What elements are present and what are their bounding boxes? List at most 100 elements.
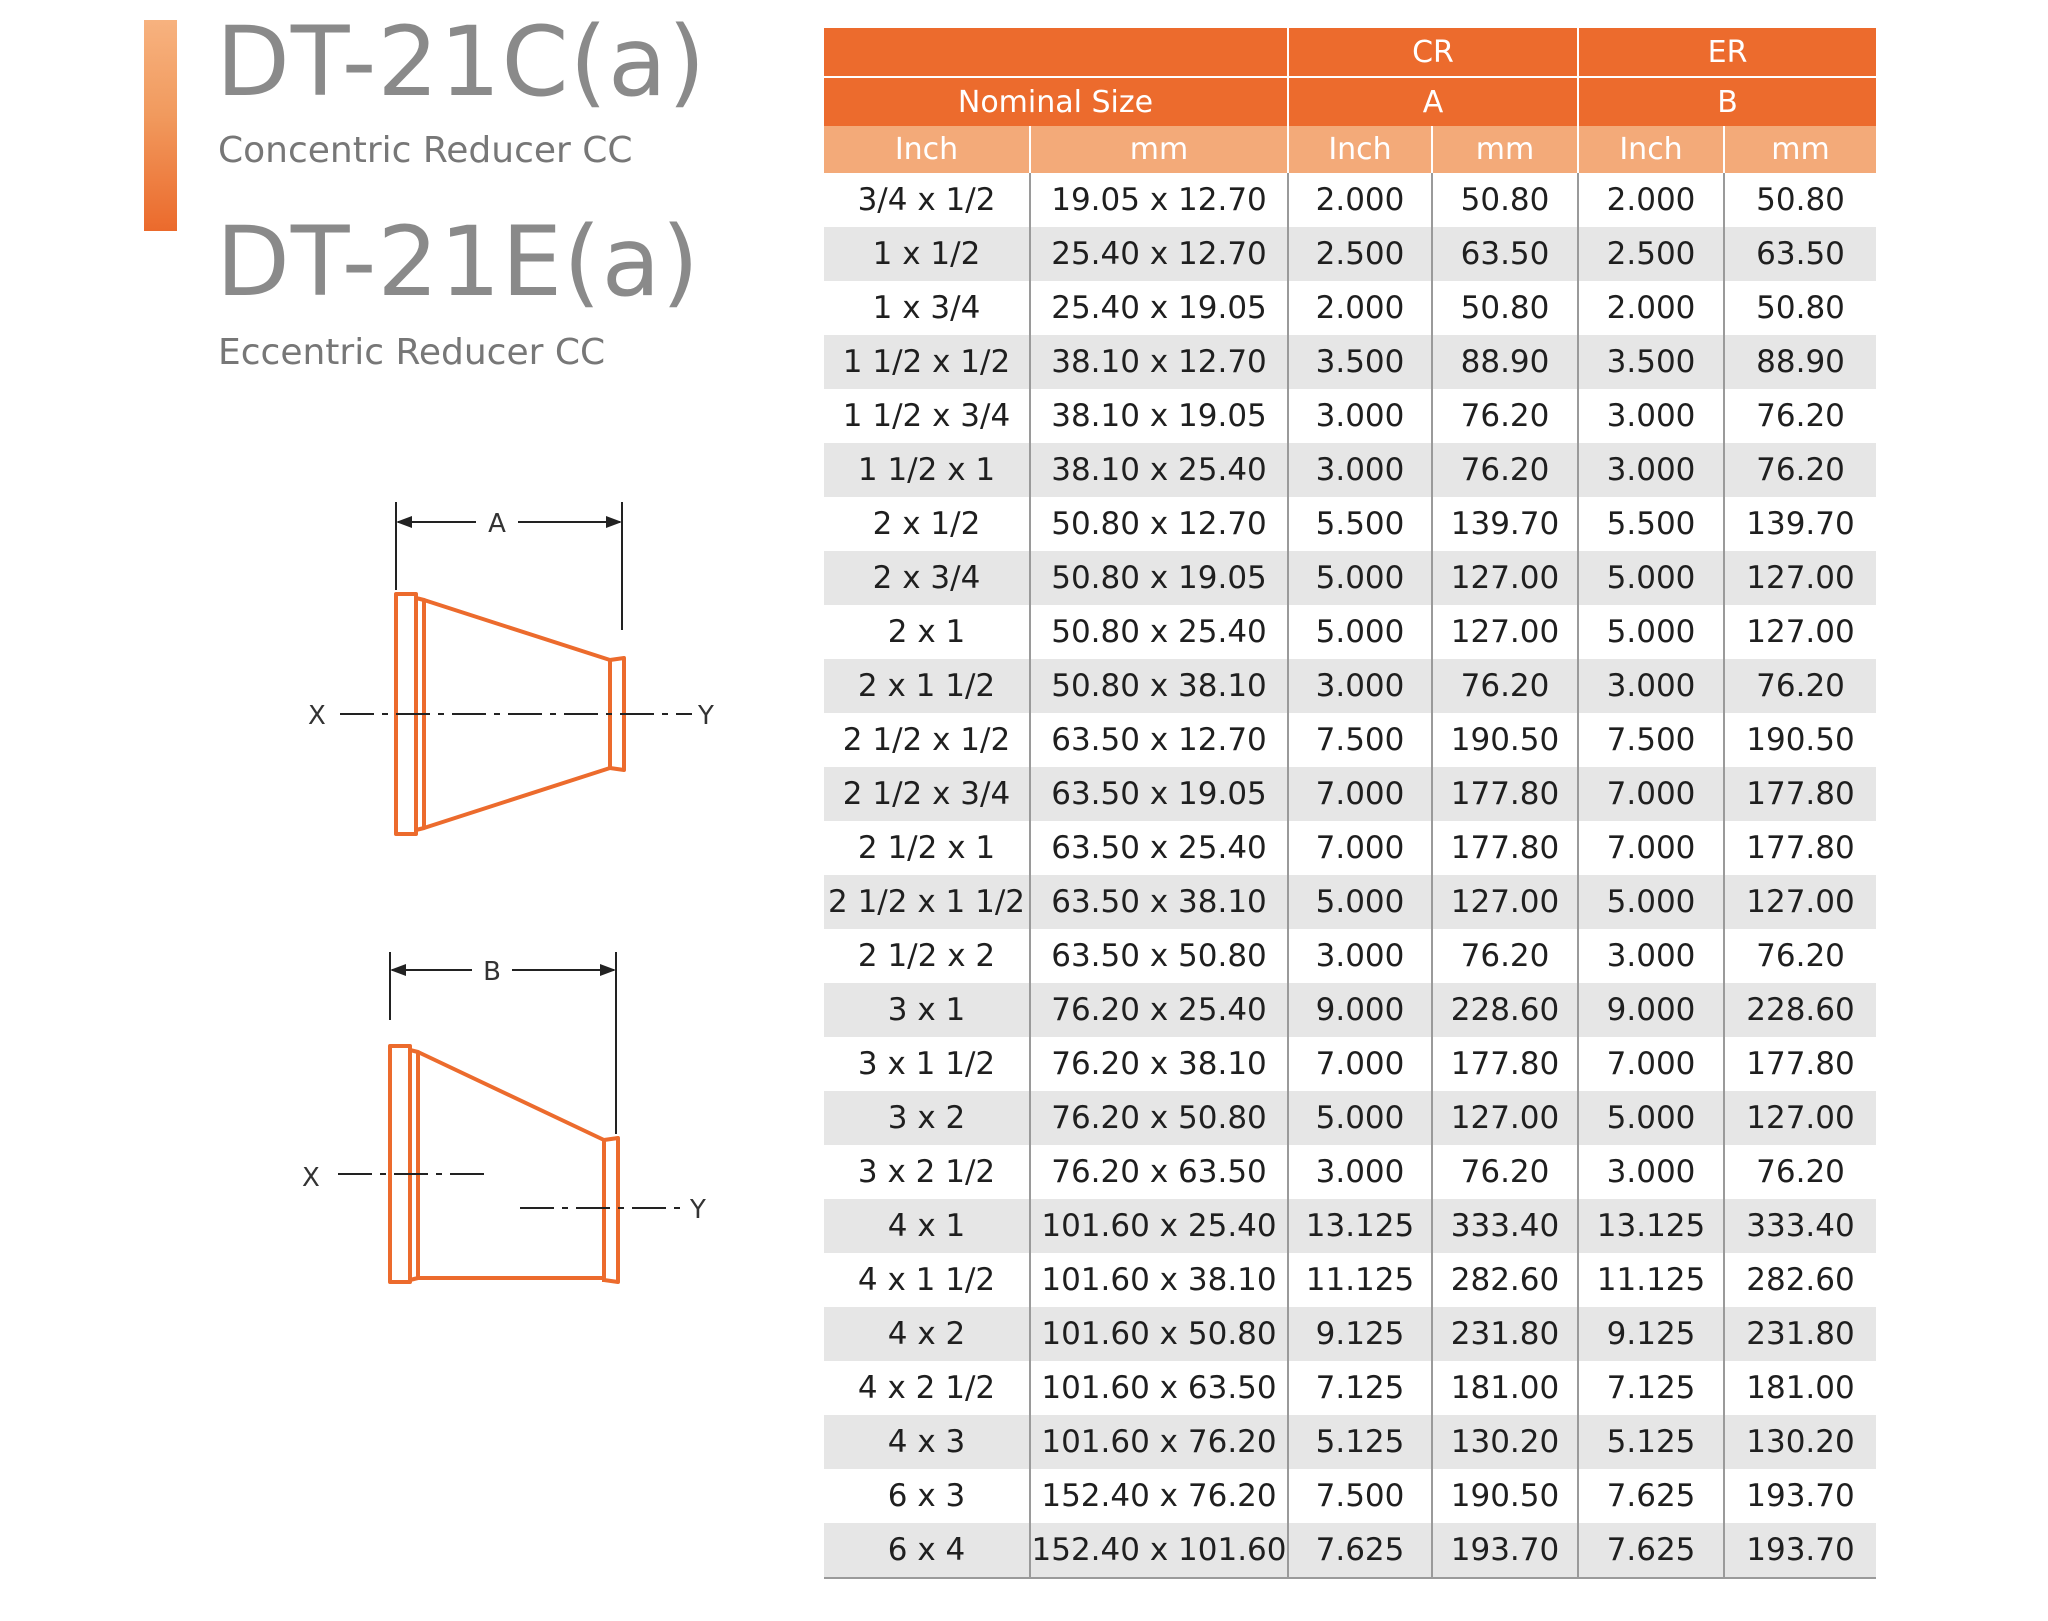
- cell-er-mm: 76.20: [1723, 929, 1877, 983]
- table-row: 4 x 2 101.60 x 50.80 9.125 231.80 9.125 231.8…: [824, 1307, 1877, 1361]
- table-row: 2 x 1 1/2 50.80 x 38.10 3.000 76.20 3.000 76.…: [824, 659, 1877, 713]
- table-row: 1 1/2 x 3/4 38.10 x 19.05 3.000 76.20 3.000 7…: [824, 389, 1877, 443]
- cell-nominal-inch: 2 1/2 x 1/2: [842, 722, 1011, 758]
- cell-cr-mm: 333.40: [1430, 1199, 1579, 1253]
- cell-nominal-mm: 50.80 x 38.10: [1029, 659, 1288, 713]
- eccentric-reducer-drawing: B X Y: [302, 952, 706, 1284]
- cell-cr-mm: 181.00: [1430, 1361, 1579, 1415]
- cell-nominal-mm: 76.20 x 25.40: [1029, 983, 1288, 1037]
- cell-cr-inch: 7.000: [1287, 767, 1432, 821]
- cell-nominal-inch: 3 x 1: [824, 983, 1030, 1037]
- cell-nominal-mm: 63.50 x 19.05: [1029, 767, 1288, 821]
- cell-er-inch: 5.000: [1577, 605, 1725, 659]
- cell-cr-inch: 5.000: [1287, 551, 1432, 605]
- cell-nominal-mm: 38.10 x 19.05: [1029, 389, 1288, 443]
- cell-nominal-mm: 63.50 x 12.70: [1029, 713, 1288, 767]
- cell-cr-inch: 3.000: [1287, 929, 1432, 983]
- header-inch: Inch: [1577, 126, 1725, 173]
- cell-er-inch: 7.125: [1577, 1361, 1725, 1415]
- cell-nominal-mm: 63.50 x 50.80: [1029, 929, 1288, 983]
- cell-er-mm: 127.00: [1723, 875, 1877, 929]
- cell-cr-inch: 13.125: [1287, 1199, 1432, 1253]
- cell-nominal-inch: 4 x 1 1/2: [857, 1262, 996, 1298]
- table-row: 6 x 3 152.40 x 76.20 7.500 190.50 7.625 193.7…: [824, 1469, 1877, 1523]
- cell-er-mm: 231.80: [1723, 1307, 1877, 1361]
- cell-er-mm: 193.70: [1723, 1523, 1877, 1579]
- cell-cr-mm: 228.60: [1430, 983, 1579, 1037]
- cell-cr-inch: 2.000: [1287, 173, 1432, 227]
- cell-er-inch: 3.000: [1577, 389, 1725, 443]
- cell-er-mm: 181.00: [1723, 1361, 1877, 1415]
- cell-er-mm: 50.80: [1723, 281, 1877, 335]
- axis-label-x: X: [308, 701, 326, 731]
- cell-cr-mm: 76.20: [1430, 1145, 1579, 1199]
- header-row-dims: Nominal Size A B: [824, 76, 1877, 126]
- product-code-eccentric: DT-21E(a): [216, 206, 700, 318]
- cell-nominal-inch: 1 1/2 x 1: [824, 443, 1030, 497]
- cell-nominal-mm: 76.20 x 50.80: [1029, 1091, 1288, 1145]
- cell-cr-inch: 7.625: [1287, 1523, 1432, 1579]
- cell-er-inch: 7.625: [1577, 1469, 1725, 1523]
- header-row-groups: CR ER: [824, 28, 1877, 77]
- cell-cr-inch: 7.500: [1287, 1469, 1432, 1523]
- table-row: 3 x 1 1/2 76.20 x 38.10 7.000 177.80 7.000 17…: [824, 1037, 1877, 1091]
- cell-nominal-inch: 2 1/2 x 2: [857, 938, 996, 974]
- cell-nominal-mm: 25.40 x 12.70: [1029, 227, 1288, 281]
- cell-er-mm: 76.20: [1723, 389, 1877, 443]
- table-row: 2 x 1/2 50.80 x 12.70 5.500 139.70 5.500 139.…: [824, 497, 1877, 551]
- cell-nominal-mm: 38.10 x 12.70: [1029, 335, 1288, 389]
- cell-nominal-mm: 101.60 x 76.20: [1029, 1415, 1288, 1469]
- cell-cr-inch: 3.000: [1287, 659, 1432, 713]
- cell-cr-inch: 5.000: [1287, 875, 1432, 929]
- cell-er-inch: 3.000: [1577, 1145, 1725, 1199]
- cell-er-inch: 9.125: [1577, 1307, 1725, 1361]
- cell-cr-inch: 5.000: [1287, 605, 1432, 659]
- axis-label-y: Y: [697, 701, 714, 731]
- cell-nominal-mm: 63.50 x 25.40: [1029, 821, 1288, 875]
- cell-er-inch: 3.500: [1577, 335, 1725, 389]
- cell-nominal-mm: 76.20 x 38.10: [1029, 1037, 1288, 1091]
- cell-er-mm: 76.20: [1723, 443, 1877, 497]
- cell-nominal-mm: 76.20 x 63.50: [1029, 1145, 1288, 1199]
- cell-er-mm: 333.40: [1723, 1199, 1877, 1253]
- table-row: 3 x 2 1/2 76.20 x 63.50 3.000 76.20 3.000 76.…: [824, 1145, 1877, 1199]
- cell-cr-mm: 190.50: [1430, 713, 1579, 767]
- cell-nominal-inch: 2 1/2 x 3/4: [824, 767, 1030, 821]
- cell-nominal-mm: 152.40 x 101.60: [1029, 1523, 1288, 1579]
- table-row: 3 x 1 76.20 x 25.40 9.000 228.60 9.000 228.60: [824, 983, 1877, 1037]
- cell-er-mm: 177.80: [1723, 821, 1877, 875]
- table-row: 2 1/2 x 1 63.50 x 25.40 7.000 177.80 7.000 17…: [824, 821, 1877, 875]
- cell-nominal-inch: 4 x 3: [824, 1415, 1030, 1469]
- cell-cr-mm: 177.80: [1430, 821, 1579, 875]
- cell-nominal-mm: 101.60 x 63.50: [1029, 1361, 1288, 1415]
- cell-nominal-mm: 101.60 x 25.40: [1029, 1199, 1288, 1253]
- cell-er-inch: 7.000: [1577, 767, 1725, 821]
- table-row: 1 x 1/2 25.40 x 12.70 2.500 63.50 2.500 63.50: [824, 227, 1877, 281]
- cell-er-inch: 5.000: [1577, 875, 1725, 929]
- cell-er-mm: 50.80: [1723, 173, 1877, 227]
- cell-nominal-inch: 3 x 2: [824, 1091, 1030, 1145]
- cell-nominal-inch: 2 1/2 x 1 1/2: [824, 875, 1030, 929]
- cell-cr-mm: 88.90: [1430, 335, 1579, 389]
- cell-er-inch: 7.625: [1577, 1523, 1725, 1579]
- cell-er-inch: 9.000: [1577, 983, 1725, 1037]
- cell-er-mm: 139.70: [1723, 497, 1877, 551]
- cell-nominal-inch: 3 x 1 1/2: [857, 1046, 996, 1082]
- product-desc-concentric: Concentric Reducer CC: [218, 130, 633, 171]
- cell-cr-inch: 3.000: [1287, 1145, 1432, 1199]
- cell-er-inch: 5.000: [1577, 551, 1725, 605]
- cell-er-inch: 5.125: [1577, 1415, 1725, 1469]
- cell-er-inch: 3.000: [1577, 443, 1725, 497]
- cell-er-mm: 190.50: [1723, 713, 1877, 767]
- cell-cr-mm: 190.50: [1430, 1469, 1579, 1523]
- table-row: 2 x 3/4 50.80 x 19.05 5.000 127.00 5.000 127.…: [824, 551, 1877, 605]
- cell-er-inch: 7.000: [1577, 1037, 1725, 1091]
- cell-cr-mm: 130.20: [1430, 1415, 1579, 1469]
- cell-nominal-inch: 1 1/2 x 3/4: [842, 398, 1011, 434]
- dim-label-a: A: [488, 509, 506, 539]
- cell-cr-inch: 3.000: [1287, 389, 1432, 443]
- table-row: 2 1/2 x 2 63.50 x 50.80 3.000 76.20 3.000 76.…: [824, 929, 1877, 983]
- cell-nominal-mm: 19.05 x 12.70: [1029, 173, 1288, 227]
- header-mm: mm: [1723, 126, 1877, 173]
- cell-cr-mm: 193.70: [1430, 1523, 1579, 1579]
